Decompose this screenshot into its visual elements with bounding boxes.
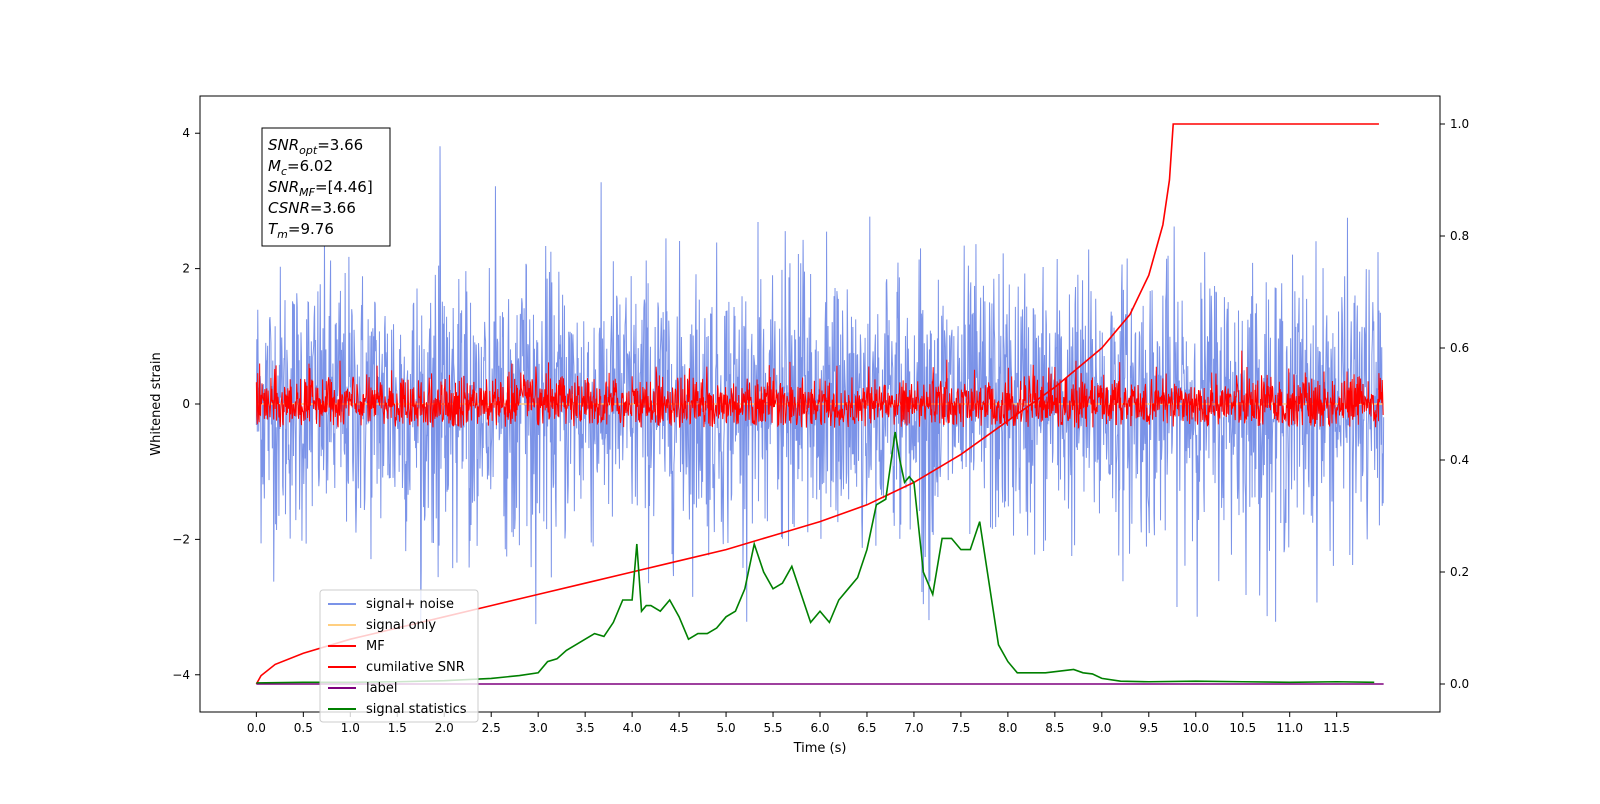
x-tick-label: 3.0 [529,721,548,735]
x-tick-label: 7.5 [951,721,970,735]
x-tick-label: 10.5 [1229,721,1256,735]
x-tick-label: 8.5 [1045,721,1064,735]
annotation-line: SNRopt=3.66 [268,136,363,157]
legend-label-cumilative-snr: cumilative SNR [366,660,465,675]
y2-tick-label: 0.2 [1450,565,1469,579]
series-line-signal-statistics [256,431,1375,684]
x-tick-label: 5.0 [717,721,736,735]
x-axis-label: Time (s) [793,741,847,756]
y2-tick-label: 1.0 [1450,117,1469,131]
legend-label-label: label [366,681,397,696]
y-tick-label: 0 [182,397,190,411]
y2-tick-label: 0.8 [1450,229,1469,243]
y-tick-label: −4 [172,668,190,682]
x-tick-label: 10.0 [1182,721,1209,735]
x-tick-label: 0.0 [247,721,266,735]
legend-label-mf: MF [366,639,385,654]
x-tick-label: 9.5 [1139,721,1158,735]
x-tick-label: 3.5 [576,721,595,735]
y2-tick-label: 0.0 [1450,677,1469,691]
x-tick-label: 4.0 [623,721,642,735]
x-tick-label: 1.0 [341,721,360,735]
annotation-line: SNRMF=[4.46] [268,178,373,199]
x-tick-label: 8.0 [998,721,1017,735]
series-line-mf [255,350,1384,429]
legend-label-signal-only: signal only [366,618,436,633]
y2-tick-label: 0.4 [1450,453,1469,467]
x-tick-label: 6.5 [857,721,876,735]
x-tick-label: 5.5 [763,721,782,735]
legend-label-signal-noise: signal+ noise [366,597,454,612]
y-tick-label: −2 [172,532,190,546]
legend-box [319,589,479,723]
legend-label-signal-statistics: signal statistics [366,702,467,717]
x-tick-label: 0.5 [294,721,313,735]
y2-tick-label: 0.6 [1450,341,1469,355]
annotation-line: Mc=6.02 [268,157,333,178]
annotation-line: CSNR=3.66 [268,199,356,217]
y-axis-label: Whitened strain [149,352,164,455]
x-tick-label: 7.0 [904,721,923,735]
x-tick-label: 2.0 [435,721,454,735]
x-tick-label: 6.0 [810,721,829,735]
y-tick-label: 2 [182,262,190,276]
x-tick-label: 11.0 [1276,721,1303,735]
x-tick-label: 1.5 [388,721,407,735]
x-tick-label: 2.5 [482,721,501,735]
x-tick-label: 4.5 [670,721,689,735]
x-tick-label: 9.0 [1092,721,1111,735]
annotation-box [261,127,391,247]
annotation-line: Tm=9.76 [268,220,334,241]
y-tick-label: 4 [182,126,190,140]
x-tick-label: 11.5 [1323,721,1350,735]
